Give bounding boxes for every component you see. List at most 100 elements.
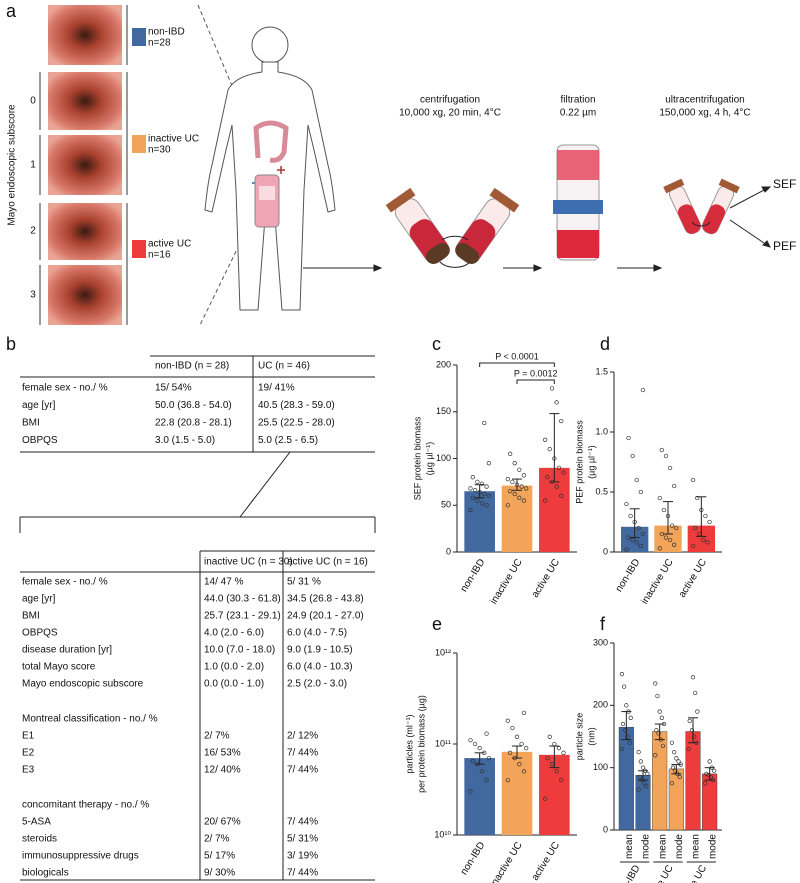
data-point xyxy=(638,759,643,764)
table-cell: disease duration [yr] xyxy=(22,645,112,656)
data-point xyxy=(514,734,520,739)
data-point xyxy=(672,483,677,489)
data-point xyxy=(554,769,559,774)
data-point xyxy=(519,741,524,747)
table-cell: 5-ASA xyxy=(22,817,51,828)
score-label: 1 xyxy=(30,160,36,171)
arrow-head xyxy=(653,264,663,272)
table-cell: steroids xyxy=(22,834,57,845)
data-point xyxy=(640,387,646,393)
rotation-arrow xyxy=(691,221,711,227)
data-point xyxy=(711,768,717,773)
table-header: inactive UC (n = 30) xyxy=(204,557,293,568)
data-point xyxy=(521,769,527,774)
data-point xyxy=(561,750,566,755)
table-cell: E1 xyxy=(22,731,35,742)
x-tick-label: active UC xyxy=(530,557,562,600)
table-cell: 6.0 (4.0 - 10.3) xyxy=(287,662,353,673)
data-point xyxy=(624,547,629,552)
data-point xyxy=(619,746,625,752)
endoscopy-images xyxy=(48,5,122,325)
data-point xyxy=(507,750,513,755)
data-point xyxy=(693,525,698,531)
legend-count: n=30 xyxy=(148,145,171,156)
table-cell: 15/ 54% xyxy=(155,383,192,394)
step-name: ultracentrifugation xyxy=(665,95,745,106)
table-cell: 7/ 44% xyxy=(287,868,318,879)
data-point xyxy=(620,721,626,727)
data-point xyxy=(636,787,641,792)
data-point xyxy=(470,475,475,480)
table-header: non-IBD (n = 28) xyxy=(155,361,229,372)
data-point xyxy=(674,525,679,531)
data-point xyxy=(512,461,517,466)
data-point xyxy=(634,477,639,483)
table-cell: OBPQS xyxy=(22,628,58,639)
endoscopy-image xyxy=(48,5,122,65)
section-title: concomitant therapy - no./ % xyxy=(22,800,149,811)
x-tick-label: inactive UC xyxy=(641,863,676,883)
table-cell: 14/ 47 % xyxy=(204,577,244,588)
data-point xyxy=(472,488,478,493)
data-point xyxy=(703,513,708,519)
table-cell: E2 xyxy=(22,748,35,759)
data-point xyxy=(505,503,510,508)
data-point xyxy=(657,709,662,714)
data-point xyxy=(634,540,639,545)
data-point xyxy=(659,447,664,453)
rotation-arrow xyxy=(441,235,469,241)
process-arrows xyxy=(303,186,772,272)
data-point xyxy=(655,693,660,699)
data-point xyxy=(624,501,629,507)
table-cell: age [yr] xyxy=(22,594,56,605)
data-point xyxy=(657,495,662,501)
data-point xyxy=(707,759,712,764)
data-point xyxy=(689,728,695,733)
data-point xyxy=(663,535,669,540)
table-header: active UC (n = 16) xyxy=(287,557,368,568)
table-cell: 34.5 (26.8 - 43.8) xyxy=(287,594,364,605)
data-point xyxy=(470,495,475,500)
pellet xyxy=(425,242,450,264)
data-point xyxy=(638,489,643,495)
data-point xyxy=(524,746,529,751)
data-point xyxy=(482,491,487,497)
score-label: 0 xyxy=(30,96,36,107)
endoscopy-image xyxy=(48,265,122,325)
legend-name: non-IBD xyxy=(148,27,185,38)
table-cell: 3.0 (1.5 - 5.0) xyxy=(155,435,215,446)
arrow-head xyxy=(761,186,772,193)
x-tick-label: non-IBD xyxy=(615,863,643,883)
legend-swatch xyxy=(132,28,146,46)
bag-label xyxy=(259,186,275,200)
data-point xyxy=(638,543,643,549)
data-point xyxy=(517,467,522,472)
data-point xyxy=(549,386,555,391)
table-cell: 16/ 53% xyxy=(204,748,241,759)
y-tick-label: 200 xyxy=(436,359,451,369)
table-cell: 9.0 (1.9 - 10.5) xyxy=(287,645,353,656)
data-point xyxy=(505,718,510,723)
data-point xyxy=(554,484,559,489)
y-tick-label: 10¹⁰ xyxy=(434,829,451,839)
table-cell: 10.0 (7.0 - 18.0) xyxy=(204,645,275,656)
y-tick-label: 50 xyxy=(441,500,451,510)
data-point xyxy=(653,753,658,758)
series-label: mode xyxy=(674,834,685,859)
table-cell: OBPQS xyxy=(22,435,58,446)
data-point xyxy=(654,728,659,733)
data-point xyxy=(669,781,675,786)
x-tick-label: non-IBD xyxy=(614,557,643,594)
data-point xyxy=(519,484,524,489)
legend-name: inactive UC xyxy=(148,134,199,145)
data-point xyxy=(704,771,709,777)
data-point xyxy=(659,715,665,720)
x-tick-label: active UC xyxy=(677,557,709,600)
data-point xyxy=(479,481,485,486)
data-point xyxy=(517,495,522,500)
output-label: PEF xyxy=(773,239,796,253)
data-point xyxy=(626,435,631,441)
data-point xyxy=(545,755,550,761)
data-point xyxy=(691,734,697,739)
